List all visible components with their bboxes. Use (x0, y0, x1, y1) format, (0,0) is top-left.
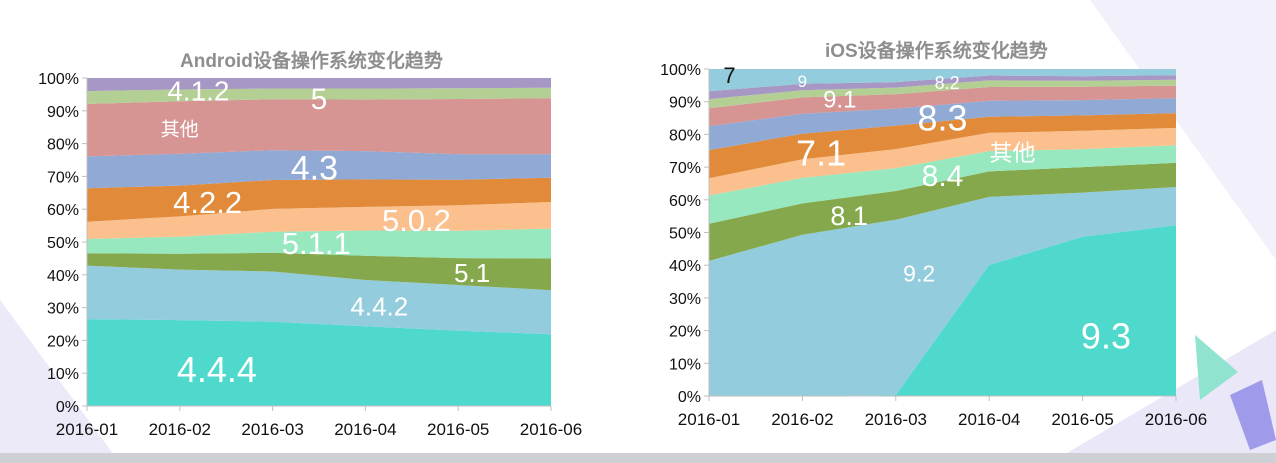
ios-x-tick-label: 2016-03 (865, 410, 927, 429)
ios-series-label: 8.1 (830, 201, 868, 231)
ios-area-8.2 (709, 75, 1176, 100)
ios-area-其他 (709, 127, 1176, 196)
android-series-label: 5.0.2 (382, 203, 451, 238)
ios-x-tick-label: 2016-06 (1145, 410, 1207, 429)
ios-series-label: 8.2 (935, 73, 960, 93)
ios-x-tick-label: 2016-04 (958, 410, 1020, 429)
ios-x-tick-label: 2016-02 (771, 410, 833, 429)
android-x-tick-label: 2016-04 (334, 420, 396, 439)
ios-series-label: 9.3 (1081, 315, 1131, 356)
android-area-chart: 0% 10% 20% 30% 40% 50% 60% 70% 80% 90% 100% 2016-01… (38, 71, 582, 439)
ios-series-label: 9 (798, 72, 807, 91)
ios-y-tick-label: 70% (669, 160, 701, 177)
ios-series-label: 7 (723, 63, 735, 88)
android-area-5.1 (87, 252, 551, 291)
android-y-tick-label: 100% (38, 71, 79, 88)
android-series-label: 4.1.2 (167, 76, 229, 107)
android-series-label: 5.1 (454, 258, 490, 288)
ios-series-label: 8.4 (922, 160, 964, 193)
ios-y-tick-label: 80% (669, 127, 701, 144)
android-y-tick-label: 30% (47, 301, 79, 318)
ios-y-tick-label: 100% (660, 62, 701, 79)
ios-area-7.1 (709, 113, 1176, 179)
android-series-label: 5.1.1 (282, 226, 351, 261)
android-series-label: 4.4.4 (177, 349, 257, 390)
android-chart-title: Android设备操作系统变化趋势 (180, 51, 443, 72)
ios-y-tick-label: 40% (669, 258, 701, 275)
ios-y-tick-label: 0% (678, 389, 701, 406)
android-y-tick-label: 40% (47, 268, 79, 285)
android-x-tick-label: 2016-01 (56, 420, 118, 439)
ios-area-7 (709, 69, 1176, 92)
ios-area-8.1 (709, 162, 1176, 261)
ios-x-tick-label: 2016-01 (678, 410, 740, 429)
android-series-label: 4.2.2 (173, 185, 242, 220)
android-series-label: 5 (311, 83, 328, 116)
ios-chart-title: iOS设备操作系统变化趋势 (825, 41, 1048, 62)
ios-x-tick-label: 2016-05 (1051, 410, 1113, 429)
android-area-5 (87, 87, 551, 104)
ios-y-tick-label: 20% (669, 324, 701, 341)
android-x-tick-label: 2016-03 (241, 420, 303, 439)
ios-y-tick-label: 10% (669, 356, 701, 373)
android-x-tick-label: 2016-05 (427, 420, 489, 439)
ios-y-tick-label: 90% (669, 95, 701, 112)
ios-area-9.3 (709, 225, 1176, 396)
android-x-tick-label: 2016-02 (149, 420, 211, 439)
android-area-5.0.2 (87, 202, 551, 239)
android-area-4.4.4 (87, 319, 551, 406)
android-area-4.3 (87, 150, 551, 189)
android-series-label: 其他 (161, 119, 199, 141)
ios-area-9.2 (709, 187, 1176, 396)
android-y-tick-label: 80% (47, 137, 79, 154)
ios-area-8.3 (709, 98, 1176, 151)
android-area-4.1.2 (87, 78, 551, 92)
android-y-tick-label: 20% (47, 333, 79, 350)
android-area-4.2.2 (87, 177, 551, 222)
ios-series-label: 其他 (990, 140, 1036, 166)
android-chart-panel: 0% 10% 20% 30% 40% 50% 60% 70% 80% 90% 100% 2016-01… (0, 0, 620, 453)
ios-y-tick-label: 60% (669, 193, 701, 210)
ios-area-9 (709, 79, 1176, 109)
android-series-label: 4.4.2 (350, 292, 408, 322)
bottom-bar (0, 453, 1276, 463)
android-area-5.1.1 (87, 228, 551, 259)
android-y-tick-label: 70% (47, 169, 79, 186)
ios-series-label: 8.3 (917, 98, 967, 139)
android-series-label: 4.3 (291, 149, 338, 187)
android-x-tick-label: 2016-06 (520, 420, 582, 439)
android-area-4.4.2 (87, 265, 551, 335)
android-area-其他 (87, 98, 551, 157)
ios-y-tick-label: 30% (669, 291, 701, 308)
ios-series-label: 9.1 (823, 87, 856, 114)
ios-area-chart: 0% 10% 20% 30% 40% 50% 60% 70% 80% 90% 100% 2016-01… (660, 62, 1207, 429)
android-y-tick-label: 60% (47, 202, 79, 219)
ios-area-9.1 (709, 85, 1176, 127)
ios-chart-panel: 0% 10% 20% 30% 40% 50% 60% 70% 80% 90% 100% 2016-01… (630, 0, 1276, 453)
ios-area-8.4 (709, 145, 1176, 224)
android-y-tick-label: 10% (47, 366, 79, 383)
android-y-tick-label: 50% (47, 235, 79, 252)
ios-series-label: 9.2 (903, 261, 935, 287)
ios-y-tick-label: 50% (669, 226, 701, 243)
android-y-tick-label: 0% (56, 399, 79, 416)
ios-series-label: 7.1 (796, 132, 846, 173)
android-y-tick-label: 90% (47, 104, 79, 121)
